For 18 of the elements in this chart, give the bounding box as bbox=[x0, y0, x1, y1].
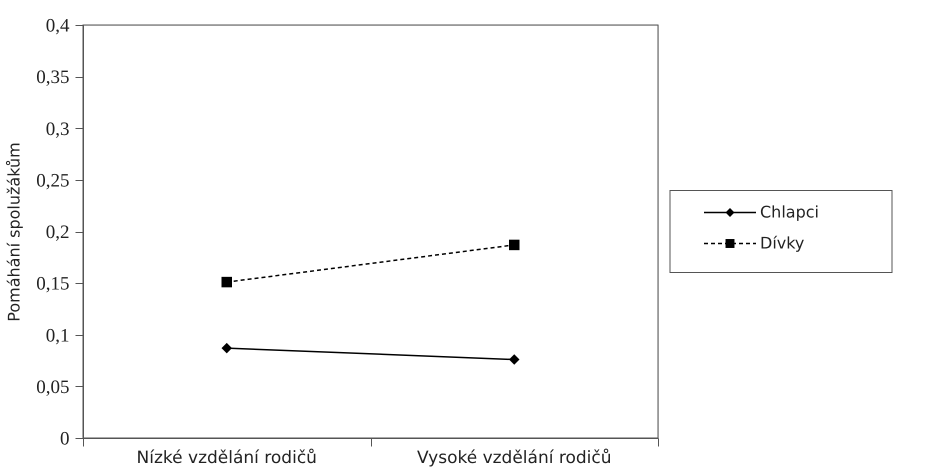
point bbox=[509, 354, 520, 365]
x-tick-label: Nízké vzdělání rodičů bbox=[136, 448, 317, 467]
y-tick-label: 0 bbox=[60, 428, 70, 450]
y-tick-label: 0,05 bbox=[36, 376, 70, 398]
point bbox=[222, 342, 232, 354]
y-tick-label: 0,15 bbox=[36, 274, 70, 295]
y-tick-label: 0,25 bbox=[36, 170, 70, 192]
y-tick-label: 0,4 bbox=[46, 16, 70, 36]
y-tick-label: 0,3 bbox=[46, 118, 70, 140]
y-tick-label: 0,35 bbox=[36, 67, 70, 88]
y-axis-title: Pomáhání spolužákům bbox=[4, 142, 24, 322]
legend-label: Chlapci bbox=[760, 202, 819, 222]
y-tick-label: 0,2 bbox=[46, 222, 70, 243]
y-tick-label: 0,1 bbox=[46, 325, 70, 346]
point bbox=[222, 276, 232, 288]
legend-label: Dívky bbox=[760, 234, 804, 252]
x-tick-label: Vysoké vzdělání rodičů bbox=[416, 448, 612, 467]
point bbox=[509, 240, 520, 250]
